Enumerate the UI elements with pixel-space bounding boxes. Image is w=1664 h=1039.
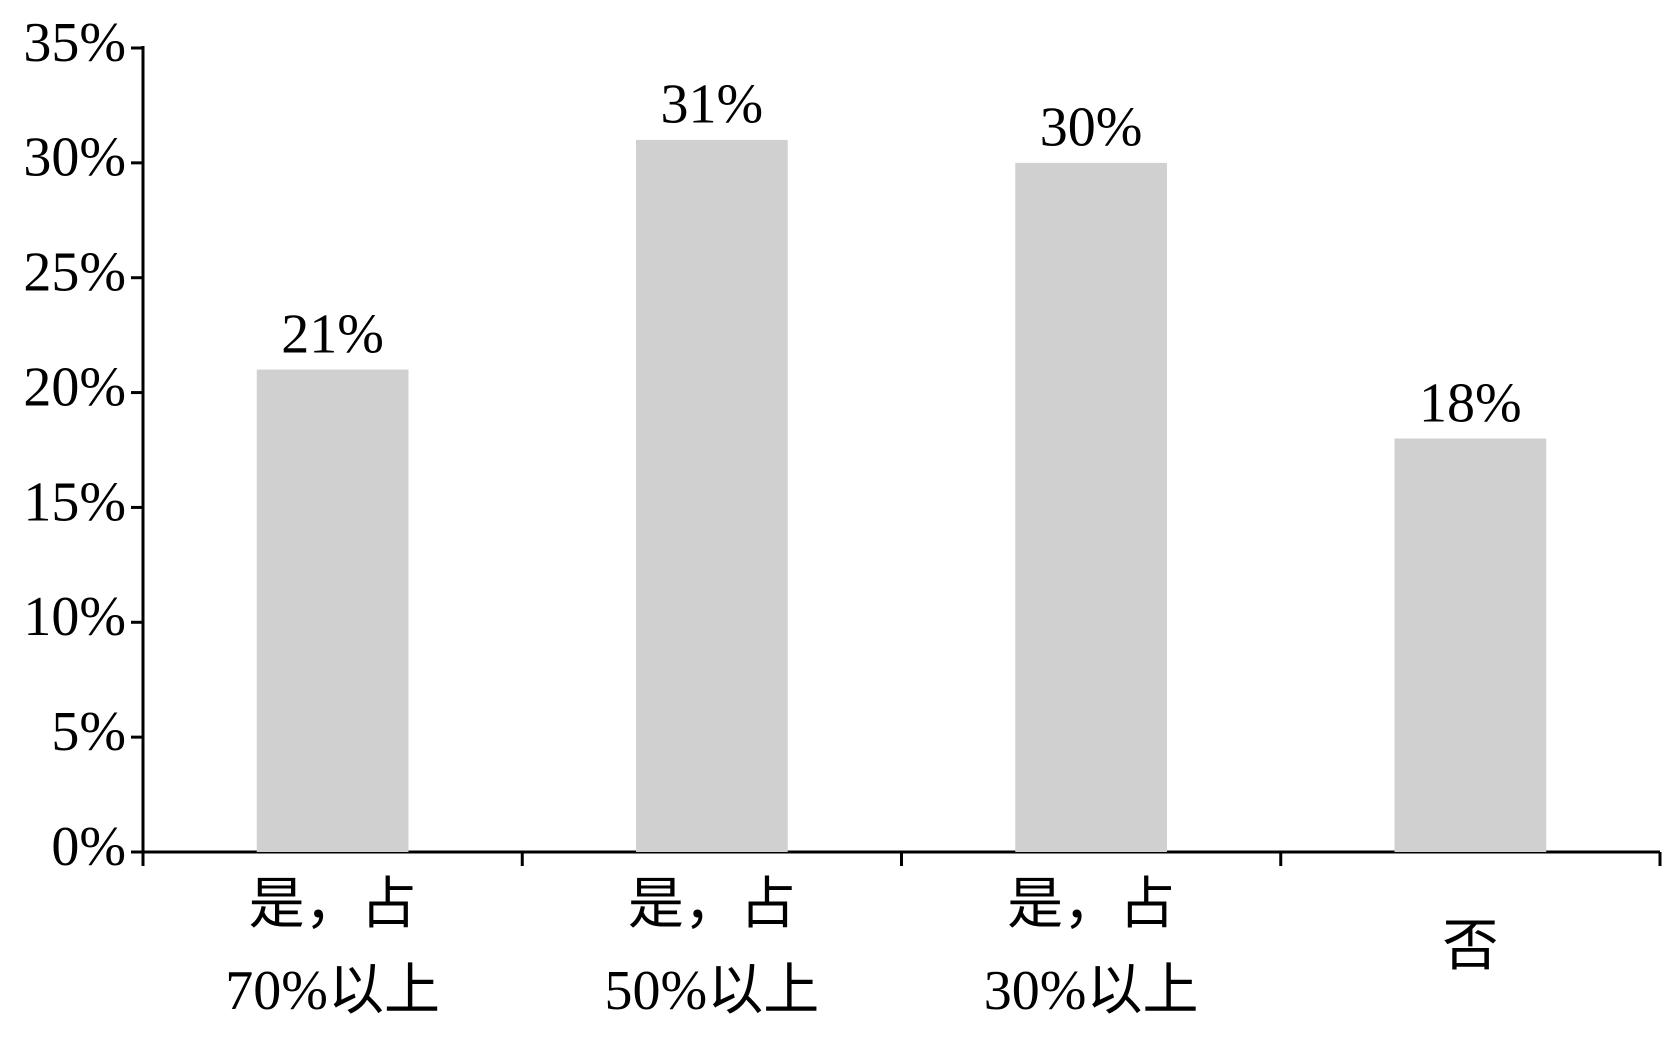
bar <box>1394 438 1547 852</box>
bar <box>1015 162 1167 852</box>
x-tick-label: 是，占 <box>1007 874 1175 936</box>
value-label: 30% <box>1040 97 1143 159</box>
x-tick-label: 70%以上 <box>225 960 440 1022</box>
value-label: 18% <box>1419 372 1522 434</box>
x-tick-label: 是，占 <box>249 874 417 936</box>
y-tick-label: 15% <box>23 471 126 533</box>
y-tick-label: 0% <box>51 816 126 878</box>
x-tick-label: 是，占 <box>628 874 796 936</box>
y-tick-label: 5% <box>51 701 126 763</box>
y-tick-label: 30% <box>23 127 126 189</box>
y-tick-label: 10% <box>23 586 126 648</box>
y-tick-label: 20% <box>23 356 126 418</box>
y-tick-label: 25% <box>23 242 126 304</box>
x-tick-label: 否 <box>1442 916 1498 978</box>
value-label: 21% <box>281 303 384 365</box>
y-tick-label: 35% <box>23 12 126 74</box>
x-tick-label: 50%以上 <box>605 960 820 1022</box>
bar <box>636 139 788 852</box>
x-tick-label: 30%以上 <box>984 960 1199 1022</box>
value-label: 31% <box>661 74 764 136</box>
bar <box>256 369 409 852</box>
